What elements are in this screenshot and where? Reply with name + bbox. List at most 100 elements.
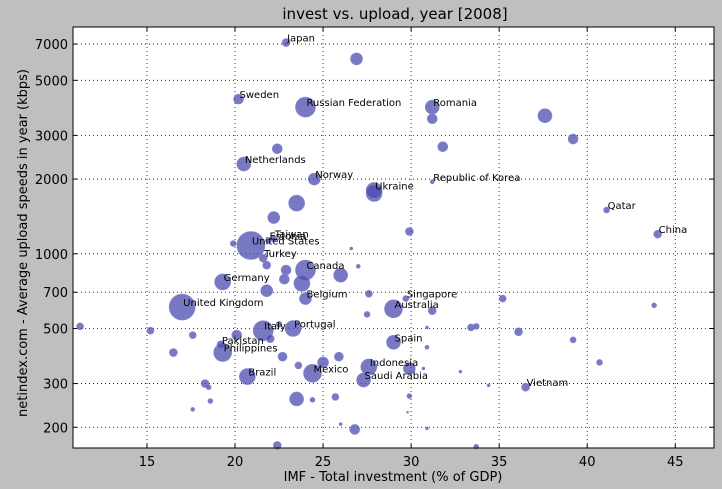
bubble — [427, 306, 437, 315]
bubble — [293, 275, 311, 292]
y-tick-label: 7000 — [35, 38, 68, 53]
point-label-united-kingdom: United Kingdom — [183, 298, 263, 309]
bubble-pakistan — [216, 340, 226, 350]
bubble — [421, 366, 426, 371]
y-tick-label: 1000 — [35, 248, 68, 263]
bubble — [271, 143, 283, 155]
bubble-japan — [281, 38, 291, 47]
bubble-mexico — [303, 363, 322, 383]
bubble — [294, 361, 303, 370]
point-label-indonesia: Indonesia — [370, 358, 418, 369]
bubble-spain — [386, 334, 401, 350]
bubble — [146, 326, 155, 335]
chart-title: invest vs. upload, year [2008] — [282, 5, 507, 23]
bubble — [514, 327, 523, 337]
y-tick-label: 500 — [43, 323, 68, 338]
bubble — [279, 273, 290, 285]
point-label-romania: Romania — [433, 98, 477, 109]
bubble — [338, 422, 343, 426]
point-label-estonia: Estonia — [269, 232, 306, 243]
bubble — [486, 383, 491, 388]
plot-area — [73, 27, 714, 448]
bubble — [190, 407, 196, 412]
bubble — [537, 108, 553, 124]
point-label-saudi-arabia: Saudi Arabia — [365, 371, 428, 382]
bubble-qatar — [603, 206, 610, 214]
bubble-indonesia — [360, 358, 378, 376]
bubble — [231, 329, 243, 341]
point-label-portugal: Portugal — [294, 320, 335, 331]
bubble — [76, 322, 84, 331]
data-points — [76, 38, 662, 450]
point-label-germany: Germany — [224, 273, 270, 284]
point-label-united-states: United States — [252, 236, 320, 247]
point-label-mexico: Mexico — [313, 364, 348, 375]
bubble-united-kingdom — [168, 293, 196, 321]
bubble-sweden — [233, 93, 244, 105]
bubble — [207, 398, 214, 404]
bubble — [405, 227, 414, 236]
bubble — [277, 351, 288, 362]
point-label-canada: Canada — [306, 261, 344, 272]
point-label-pakistan: Pakistan — [222, 336, 264, 347]
point-label-singapore: Singapore — [407, 290, 457, 301]
plot-frame — [72, 26, 715, 449]
point-label-ukraine: Ukraine — [375, 181, 414, 192]
bubble — [260, 284, 274, 298]
x-tick-label: 40 — [579, 455, 596, 470]
bubble — [498, 294, 507, 303]
bubble — [288, 194, 305, 212]
bubble — [472, 323, 480, 330]
bubble — [569, 336, 577, 344]
bubble — [425, 426, 429, 431]
point-label-brazil: Brazil — [248, 368, 276, 379]
bubble-belgium — [299, 292, 312, 305]
bubble — [425, 325, 429, 330]
bubble-brazil — [239, 368, 256, 385]
point-label-china: China — [659, 225, 688, 236]
point-label-netherlands: Netherlands — [245, 155, 306, 166]
bubble-singapore — [402, 295, 410, 302]
y-tick-label: 200 — [43, 421, 68, 436]
point-label-vietnam: Vietnam — [527, 378, 569, 389]
bubble — [188, 331, 197, 339]
point-label-japan: Japan — [286, 34, 315, 45]
bubble — [349, 246, 354, 251]
bubble-republic-of-korea — [429, 179, 435, 185]
bubble-china — [653, 229, 662, 239]
bubble-norway — [307, 172, 321, 186]
bubble — [424, 344, 430, 350]
bubble — [355, 264, 361, 269]
bubble — [651, 302, 657, 309]
bubble — [365, 289, 373, 298]
y-tick-label: 3000 — [35, 129, 68, 144]
point-label-sweden: Sweden — [240, 90, 280, 101]
point-label-norway: Norway — [315, 170, 353, 181]
bubble — [567, 133, 579, 145]
point-label-qatar: Qatar — [608, 201, 637, 212]
x-tick-label: 25 — [315, 455, 332, 470]
bubble — [262, 260, 272, 270]
bubble — [275, 320, 283, 328]
y-tick-label: 300 — [43, 378, 68, 393]
grid — [73, 27, 714, 448]
bubble — [331, 393, 340, 401]
bubble — [406, 393, 413, 399]
bubble — [289, 391, 304, 407]
point-label-republic-of-korea: Republic of Korea — [433, 173, 520, 184]
x-tick-label: 35 — [491, 455, 508, 470]
bubble — [437, 141, 449, 153]
point-label-russian-federation: Russian Federation — [306, 98, 401, 109]
y-tick-label: 700 — [43, 286, 68, 301]
bubble — [309, 397, 316, 403]
bubble — [350, 52, 363, 66]
bubble-australia — [384, 299, 403, 319]
x-axis-title: IMF - Total investment (% of GDP) — [284, 470, 503, 485]
bubble — [267, 211, 281, 224]
bubble-united-states — [236, 231, 266, 260]
bubble-germany — [214, 273, 231, 291]
bubble — [334, 351, 344, 362]
bubble — [317, 356, 329, 369]
bubble-saudi-arabia — [356, 372, 371, 388]
